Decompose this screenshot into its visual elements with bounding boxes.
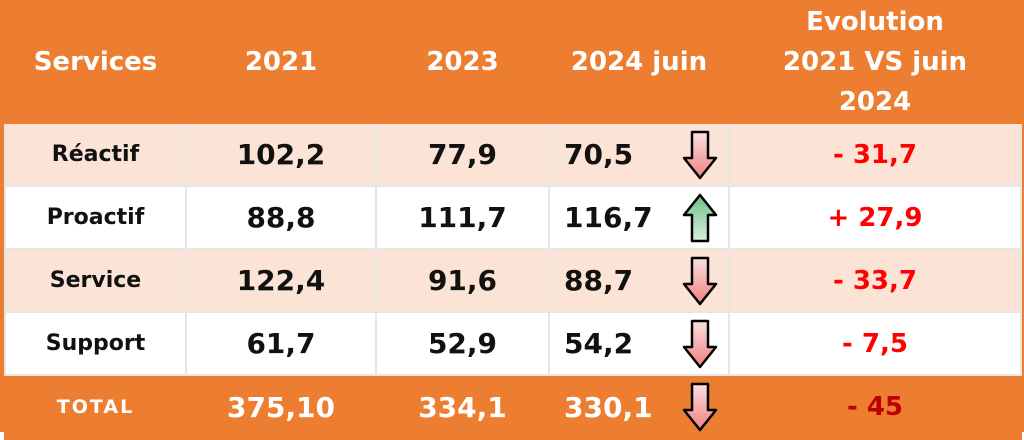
cell-value: 70,5	[564, 138, 634, 171]
evolution: - 7,5	[728, 311, 1022, 376]
cell-value: 88,7	[564, 264, 634, 297]
services-table: Services 2021 2023 2024 juin Evolution 2…	[4, 0, 1022, 440]
down-arrow	[682, 382, 718, 432]
down-arrow	[682, 319, 718, 368]
row: Réactif 102,2 77,9 70,5 - 31,7	[4, 122, 1022, 187]
total-row: TOTAL 375,10 334,1 330,1 - 45	[4, 374, 1022, 440]
cell-value: 330,1	[564, 390, 653, 424]
cell: 70,5	[548, 122, 730, 187]
row-label: Réactif	[4, 122, 187, 187]
table-header: Services 2021 2023 2024 juin Evolution 2…	[4, 0, 1022, 124]
cell: 91,6	[375, 248, 550, 313]
down-arrow	[682, 256, 718, 305]
cell: 61,7	[185, 311, 377, 376]
cell: 54,2	[548, 311, 730, 376]
row: Proactif 88,8 111,7 116,7 + 27,9	[4, 185, 1022, 250]
cell: 102,2	[185, 122, 377, 187]
cell-value: 54,2	[564, 327, 634, 360]
evolution: - 31,7	[728, 122, 1022, 187]
evolution: + 27,9	[728, 185, 1022, 250]
total-cell: 375,10	[185, 374, 377, 440]
row-label: Proactif	[4, 185, 187, 250]
header-cell: 2021	[185, 0, 377, 124]
cell: 116,7	[548, 185, 730, 250]
header-cell: 2023	[375, 0, 550, 124]
cell: 122,4	[185, 248, 377, 313]
row: Support 61,7 52,9 54,2 - 7,5	[4, 311, 1022, 376]
header-row: Services 2021 2023 2024 juin Evolution 2…	[4, 0, 1022, 124]
header-cell: Evolution 2021 VS juin 2024	[728, 0, 1022, 124]
table-footer: TOTAL 375,10 334,1 330,1 - 45	[4, 374, 1022, 440]
row-label: Support	[4, 311, 187, 376]
row-label: Service	[4, 248, 187, 313]
up-arrow	[682, 193, 718, 242]
cell-value: 116,7	[564, 201, 653, 234]
total-cell: 330,1	[548, 374, 730, 440]
table-body: Réactif 102,2 77,9 70,5 - 31,7 Proactif …	[4, 122, 1022, 376]
cell: 88,8	[185, 185, 377, 250]
cell: 111,7	[375, 185, 550, 250]
total-evolution: - 45	[728, 374, 1022, 440]
header-cell: 2024 juin	[548, 0, 730, 124]
evolution: - 33,7	[728, 248, 1022, 313]
header-cell: Services	[4, 0, 187, 124]
total-cell: 334,1	[375, 374, 550, 440]
total-label: TOTAL	[4, 374, 187, 440]
cell: 52,9	[375, 311, 550, 376]
down-arrow	[682, 130, 718, 179]
cell: 88,7	[548, 248, 730, 313]
row: Service 122,4 91,6 88,7 - 33,7	[4, 248, 1022, 313]
cell: 77,9	[375, 122, 550, 187]
